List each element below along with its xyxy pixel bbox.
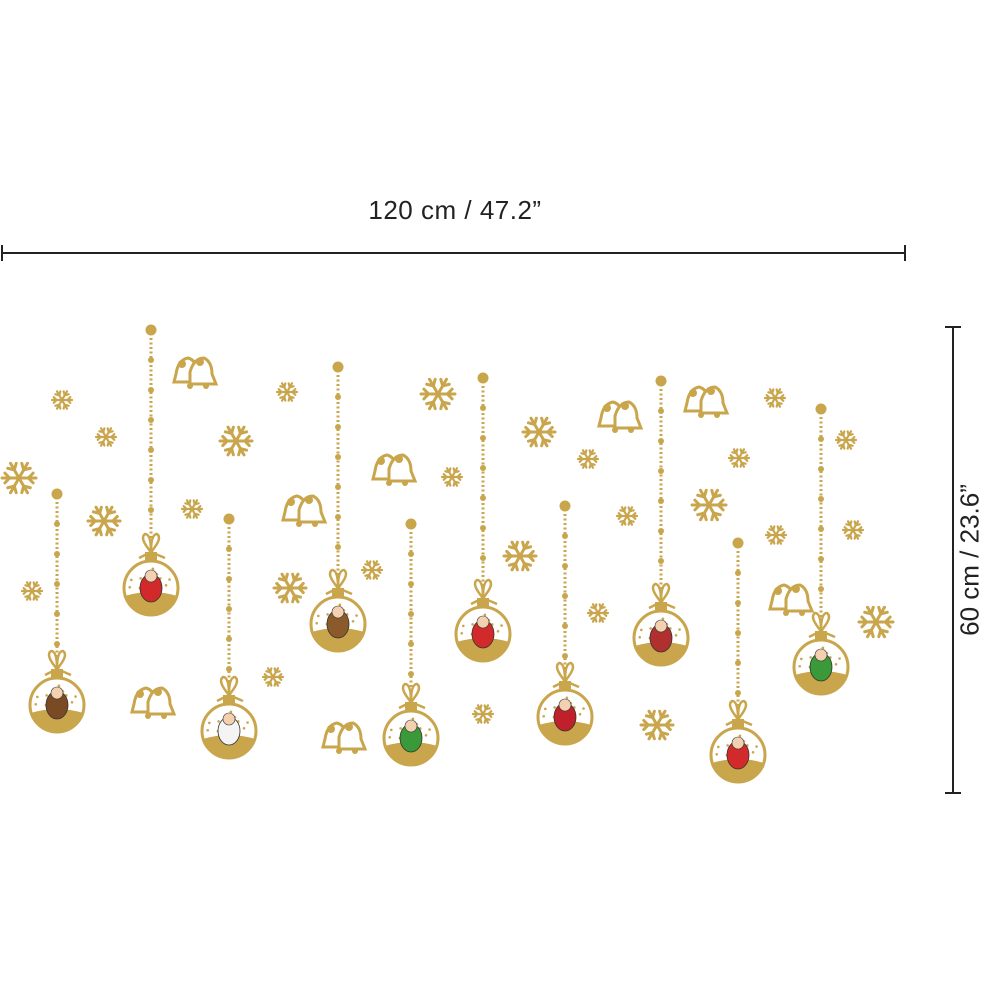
snowflake-icon [639,709,675,741]
ornament-holly-bow [536,500,594,746]
snowflake-icon [521,416,557,448]
snowflake-icon [615,506,639,526]
gift-boxes-scene-image [809,648,833,682]
bells-icon [281,494,328,527]
ornament-reindeer [28,488,86,734]
ornament-elf [382,518,440,767]
snowflake-icon [471,704,495,724]
santa-sleigh-scene-image [139,569,163,603]
bells-icon [597,400,644,433]
fireplace-scene-image [326,605,350,639]
height-dimension-line [945,326,961,794]
snowflake-icon [763,388,787,408]
bells-icon [172,356,219,389]
snowflake-icon [440,467,464,487]
snowflake-icon [86,505,122,537]
snowflake-icon [727,448,751,468]
santa-gifts-scene-image [471,615,495,649]
bells-icon [683,385,730,418]
ornament-snowman [200,513,258,760]
snowman-scene-image [217,712,241,746]
snowflake-icon [764,525,788,545]
width-dimension-label: 120 cm / 47.2” [368,195,542,225]
snowflake-icon [857,605,895,639]
snowflake-icon [50,390,74,410]
snowflake-icon [419,377,457,411]
bells-icon [321,721,368,754]
ornament-santa-sleigh [122,324,180,617]
santa-scene-image [726,736,750,770]
ornament-santa [709,537,767,784]
snowflake-icon [586,603,610,623]
chimney-scene-image [649,619,673,653]
snowflake-icon [690,488,728,522]
snowflake-icon [275,382,299,402]
snowflake-icon [261,667,285,687]
snowflake-icon [180,499,204,519]
bells-icon [130,686,177,719]
ornament-chimney [632,375,690,667]
snowflake-icon [20,581,44,601]
snowflake-icon [841,520,865,540]
snowflake-icon [360,560,384,580]
ornament-santa-gifts [454,372,512,663]
snowflake-icon [502,540,538,572]
bells-icon [768,583,815,616]
ornament-fireplace [309,361,367,653]
snowflake-icon [834,430,858,450]
snowflake-icon [0,461,38,495]
snowflake-icon [272,572,308,604]
holly-bow-scene-image [553,698,577,732]
reindeer-scene-image [45,686,69,720]
snowflake-icon [218,425,254,457]
snowflake-icon [576,449,600,469]
width-dimension-line [1,245,906,261]
snowflake-icon [94,427,118,447]
ornament-gift-boxes [792,403,850,696]
elf-scene-image [399,719,423,753]
bells-icon [371,453,418,486]
